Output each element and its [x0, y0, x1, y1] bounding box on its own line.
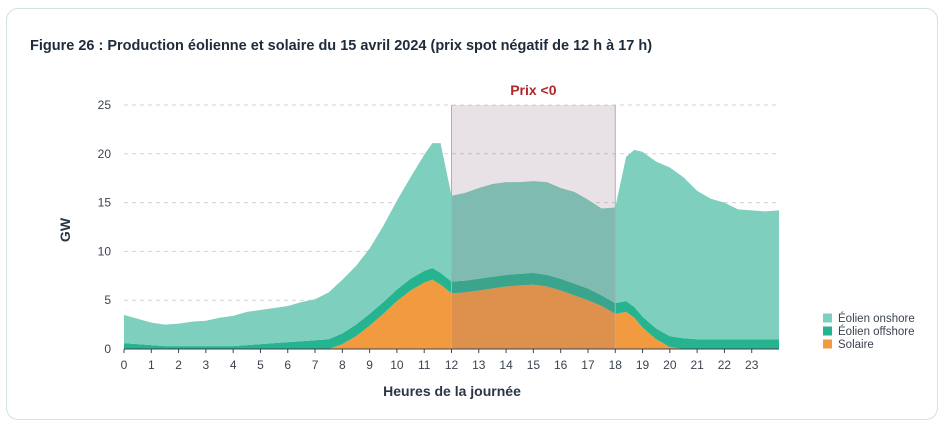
legend-swatch	[823, 339, 832, 349]
y-tick-label: 15	[98, 196, 112, 210]
x-tick-label: 7	[312, 358, 319, 372]
x-tick-label: 8	[339, 358, 346, 372]
highlight-band	[451, 105, 616, 349]
legend-eolien-onshore: Éolien onshore	[823, 312, 915, 325]
x-tick-label: 4	[230, 358, 237, 372]
legend-solaire: Solaire	[823, 339, 874, 351]
x-tick-label: 1	[148, 358, 155, 372]
x-tick-label: 14	[499, 358, 513, 372]
chart-title: Figure 26 : Production éolienne et solai…	[30, 38, 653, 54]
negative-price-band: Prix <0	[451, 82, 616, 349]
x-tick-label: 10	[390, 358, 404, 372]
legend-label: Éolien onshore	[838, 312, 915, 325]
x-tick-label: 12	[445, 358, 459, 372]
x-tick-label: 23	[745, 358, 759, 372]
x-tick-label: 21	[690, 358, 704, 372]
x-tick-label: 0	[121, 358, 128, 372]
highlight-label: Prix <0	[510, 82, 557, 98]
x-tick-label: 3	[203, 358, 210, 372]
x-tick-label: 6	[284, 358, 291, 372]
y-axis-label: GW	[57, 217, 73, 242]
legend-eolien-offshore: Éolien offshore	[823, 325, 915, 338]
legend-label: Solaire	[838, 339, 874, 351]
y-tick-label: 0	[104, 342, 111, 356]
x-tick-label: 13	[472, 358, 486, 372]
legend-swatch	[823, 326, 832, 336]
x-tick-label: 20	[663, 358, 677, 372]
x-tick-label: 16	[554, 358, 568, 372]
x-tick-label: 22	[718, 358, 732, 372]
x-tick-label: 5	[257, 358, 264, 372]
legend-swatch	[823, 313, 832, 323]
y-tick-label: 25	[98, 98, 112, 112]
x-tick-label: 19	[636, 358, 650, 372]
legend-label: Éolien offshore	[838, 325, 915, 338]
x-tick-label: 2	[175, 358, 182, 372]
x-tick-label: 15	[527, 358, 541, 372]
x-tick-label: 17	[581, 358, 595, 372]
y-tick-label: 10	[98, 244, 112, 258]
x-axis-label: Heures de la journée	[383, 383, 521, 399]
y-tick-label: 20	[98, 147, 112, 161]
x-tick-label: 11	[418, 358, 431, 372]
x-tick-label: 9	[366, 358, 373, 372]
x-tick-label: 18	[609, 358, 623, 372]
y-tick-label: 5	[104, 293, 111, 307]
